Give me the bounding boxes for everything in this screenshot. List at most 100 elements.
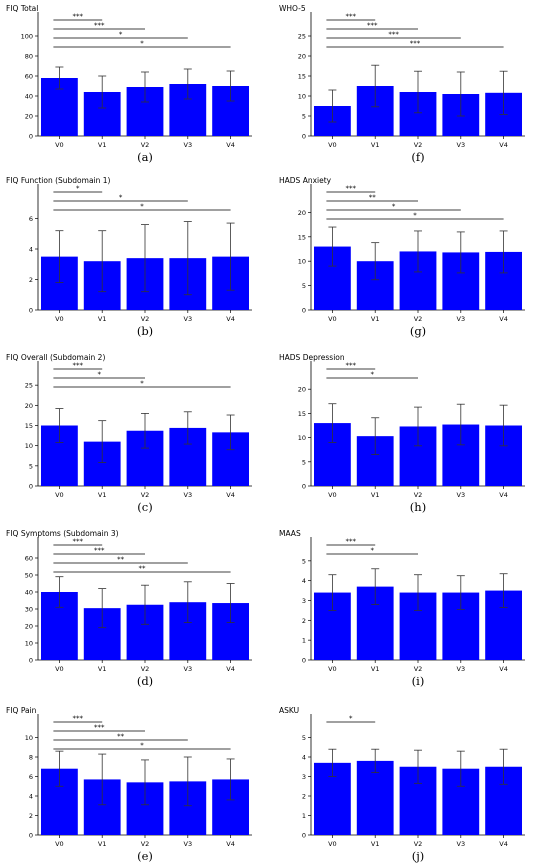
y-tick-label: 40 <box>25 93 33 101</box>
y-tick-label: 0 <box>29 657 33 665</box>
x-tick-label: V1 <box>371 315 380 323</box>
x-tick-label: V1 <box>371 665 380 673</box>
y-tick-label: 5 <box>302 734 306 742</box>
significance-label: * <box>392 203 396 211</box>
x-tick-label: V0 <box>55 491 64 499</box>
y-tick-label: 8 <box>29 754 33 762</box>
chart-panel-b: FIQ Function (Subdomain 1) 0 2 4 6 V0 V1 V2 V3 V4… <box>6 176 252 338</box>
x-tick-label: V1 <box>98 665 107 673</box>
panel-label: (g) <box>410 324 426 338</box>
y-tick-label: 5 <box>302 458 306 466</box>
y-tick-label: 0 <box>302 657 306 665</box>
y-tick-label: 20 <box>298 209 306 217</box>
x-tick-label: V0 <box>55 141 64 149</box>
y-tick-label: 0 <box>29 483 33 491</box>
chart-panel-j: ASKU 0 1 2 3 4 5 V0 V1 V2 V3 V4 * (j) <box>279 706 525 863</box>
y-tick-label: 6 <box>29 773 33 781</box>
y-tick-label: 80 <box>25 53 33 61</box>
significance-label: ** <box>117 556 125 564</box>
significance-label: * <box>97 371 101 379</box>
significance-label: *** <box>94 22 105 30</box>
y-tick-label: 0 <box>302 133 306 141</box>
chart-title: HADS Depression <box>279 353 345 362</box>
chart-panel-d: FIQ Symptoms (Subdomain 3) 0 10 20 30 40 50 60 V… <box>6 529 252 688</box>
y-tick-label: 6 <box>29 215 33 223</box>
x-tick-label: V2 <box>141 315 150 323</box>
x-tick-label: V4 <box>499 491 508 499</box>
y-tick-label: 2 <box>29 812 33 820</box>
y-tick-label: 15 <box>25 422 33 430</box>
x-tick-label: V4 <box>499 840 508 848</box>
panel-label: (e) <box>137 849 153 863</box>
y-tick-label: 0 <box>302 832 306 840</box>
y-tick-label: 20 <box>298 53 306 61</box>
y-tick-label: 5 <box>29 462 33 470</box>
significance-label: * <box>140 40 144 48</box>
panel-label: (f) <box>411 150 424 164</box>
significance-label: *** <box>410 40 421 48</box>
x-tick-label: V4 <box>226 315 235 323</box>
significance-label: ** <box>117 733 125 741</box>
x-tick-label: V4 <box>226 665 235 673</box>
x-tick-label: V3 <box>184 141 193 149</box>
x-tick-label: V1 <box>371 840 380 848</box>
y-tick-label: 5 <box>302 282 306 290</box>
x-tick-label: V4 <box>499 315 508 323</box>
x-tick-label: V0 <box>328 491 337 499</box>
chart-panel-c: FIQ Overall (Subdomain 2) 0 5 10 15 20 25 V0 V1 V… <box>6 353 252 514</box>
chart-title: FIQ Pain <box>6 706 37 715</box>
y-tick-label: 20 <box>25 402 33 410</box>
significance-label: ** <box>369 194 377 202</box>
y-tick-label: 0 <box>29 832 33 840</box>
y-tick-label: 15 <box>298 233 306 241</box>
significance-label: *** <box>94 724 105 732</box>
chart-title: FIQ Function (Subdomain 1) <box>6 176 111 185</box>
y-tick-label: 15 <box>298 410 306 418</box>
x-tick-label: V0 <box>328 665 337 673</box>
y-tick-label: 100 <box>21 33 33 41</box>
x-tick-label: V2 <box>414 665 423 673</box>
y-tick-label: 10 <box>25 640 33 648</box>
significance-label: * <box>370 547 374 555</box>
y-tick-label: 0 <box>29 307 33 315</box>
panel-label: (j) <box>412 849 425 863</box>
x-tick-label: V3 <box>457 840 466 848</box>
y-tick-label: 10 <box>25 734 33 742</box>
y-tick-label: 3 <box>302 773 306 781</box>
x-tick-label: V3 <box>184 665 193 673</box>
significance-label: *** <box>73 538 84 546</box>
significance-label: *** <box>94 547 105 555</box>
chart-panel-f: WHO-5 0 5 10 15 20 25 V0 V1 V2 V3 V4 *** *** *** *** (f) <box>279 4 525 164</box>
significance-label: * <box>119 31 123 39</box>
x-tick-label: V0 <box>55 665 64 673</box>
x-tick-label: V4 <box>226 141 235 149</box>
x-tick-label: V4 <box>499 141 508 149</box>
x-tick-label: V3 <box>457 665 466 673</box>
x-tick-label: V0 <box>55 840 64 848</box>
chart-title: FIQ Total <box>6 4 38 13</box>
significance-label: ** <box>139 565 147 573</box>
significance-label: * <box>140 380 144 388</box>
x-tick-label: V2 <box>414 840 423 848</box>
x-tick-label: V2 <box>141 141 150 149</box>
y-tick-label: 1 <box>302 812 306 820</box>
significance-label: * <box>413 212 417 220</box>
y-tick-label: 0 <box>302 483 306 491</box>
significance-label: *** <box>346 185 357 193</box>
x-tick-label: V4 <box>226 840 235 848</box>
y-tick-label: 1 <box>302 637 306 645</box>
x-tick-label: V3 <box>184 315 193 323</box>
x-tick-label: V2 <box>414 315 423 323</box>
y-tick-label: 10 <box>298 258 306 266</box>
y-tick-label: 40 <box>25 589 33 597</box>
y-tick-label: 3 <box>302 597 306 605</box>
y-tick-label: 2 <box>302 793 306 801</box>
x-tick-label: V2 <box>414 491 423 499</box>
x-tick-label: V3 <box>457 141 466 149</box>
y-tick-label: 20 <box>25 623 33 631</box>
y-tick-label: 10 <box>25 442 33 450</box>
significance-label: *** <box>346 538 357 546</box>
